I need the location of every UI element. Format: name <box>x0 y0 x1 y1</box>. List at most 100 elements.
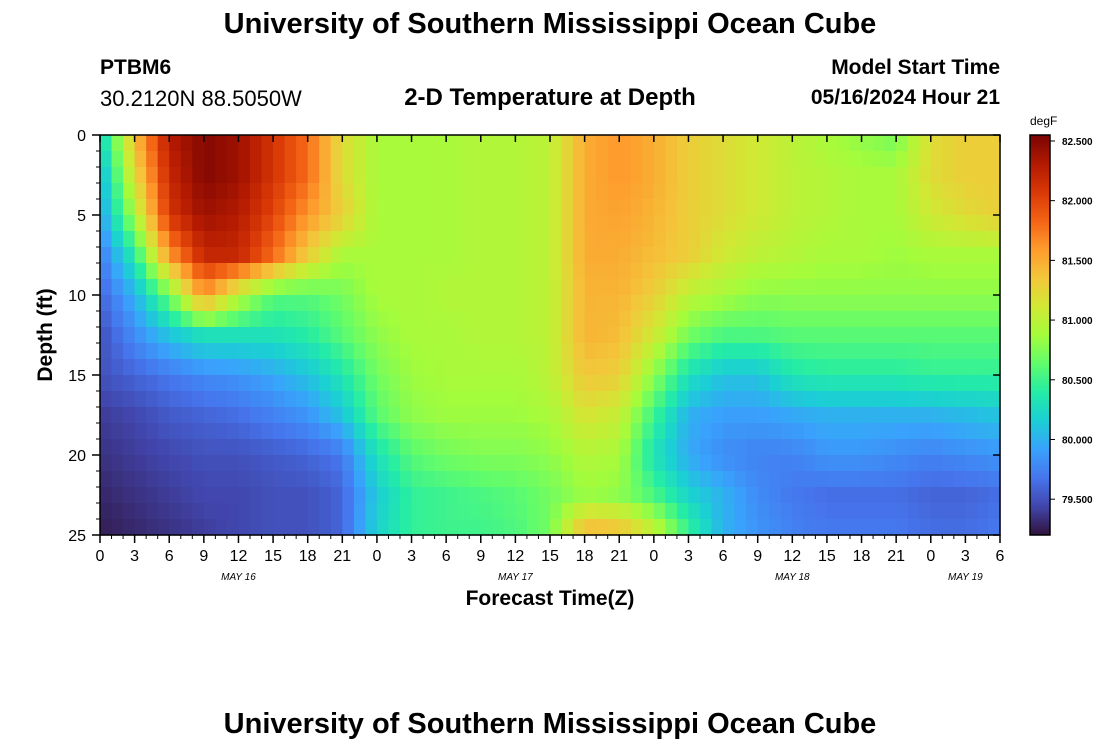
heatmap-cell <box>273 199 286 216</box>
heatmap-cell <box>988 167 1001 184</box>
date-label: MAY 17 <box>498 572 533 583</box>
heatmap-cell <box>607 327 620 344</box>
heatmap-cell <box>861 391 874 408</box>
heatmap-cell <box>584 199 597 216</box>
heatmap-cell <box>757 279 770 296</box>
heatmap-cell <box>838 167 851 184</box>
heatmap-cell <box>907 375 920 392</box>
heatmap-cell <box>630 279 643 296</box>
heatmap-cell <box>538 503 551 520</box>
heatmap-cell <box>596 343 609 360</box>
heatmap-cell <box>261 471 274 488</box>
heatmap-cell <box>907 359 920 376</box>
heatmap-cell <box>388 423 401 440</box>
heatmap-cell <box>803 487 816 504</box>
heatmap-cell <box>146 423 159 440</box>
heatmap-cell <box>319 199 332 216</box>
heatmap-cell <box>330 407 343 424</box>
y-tick-label: 10 <box>68 288 86 305</box>
heatmap-cell <box>146 407 159 424</box>
heatmap-cell <box>688 135 701 152</box>
heatmap-cell <box>596 391 609 408</box>
heatmap-cell <box>365 199 378 216</box>
heatmap-cell <box>838 375 851 392</box>
heatmap-cell <box>319 279 332 296</box>
heatmap-cell <box>180 151 193 168</box>
heatmap-cell <box>642 215 655 232</box>
heatmap-cell <box>607 519 620 536</box>
heatmap-cell <box>850 135 863 152</box>
heatmap-cell <box>503 343 516 360</box>
heatmap-cell <box>573 391 586 408</box>
heatmap-cell <box>838 199 851 216</box>
heatmap-cell <box>146 311 159 328</box>
heatmap-cell <box>688 503 701 520</box>
heatmap-cell <box>861 359 874 376</box>
heatmap-cell <box>457 167 470 184</box>
heatmap-cell <box>134 359 147 376</box>
heatmap-cell <box>180 135 193 152</box>
heatmap-cell <box>642 279 655 296</box>
heatmap-cell <box>273 167 286 184</box>
heatmap-cell <box>215 135 228 152</box>
heatmap-cell <box>711 471 724 488</box>
heatmap-cell <box>953 183 966 200</box>
heatmap-cell <box>838 231 851 248</box>
heatmap-cell <box>665 151 678 168</box>
heatmap-cell <box>769 167 782 184</box>
heatmap-cell <box>723 439 736 456</box>
heatmap-cell <box>492 231 505 248</box>
heatmap-cell <box>319 263 332 280</box>
heatmap-cell <box>215 199 228 216</box>
heatmap-cell <box>123 359 136 376</box>
heatmap-cell <box>988 247 1001 264</box>
heatmap-cell <box>700 151 713 168</box>
heatmap-cell <box>861 375 874 392</box>
heatmap-cell <box>353 231 366 248</box>
heatmap-cell <box>157 231 170 248</box>
heatmap-cell <box>157 503 170 520</box>
heatmap-cell <box>203 439 216 456</box>
heatmap-cell <box>307 215 320 232</box>
heatmap-cell <box>192 183 205 200</box>
heatmap-cell <box>180 215 193 232</box>
heatmap-cell <box>157 487 170 504</box>
heatmap-cell <box>734 423 747 440</box>
heatmap-cell <box>342 311 355 328</box>
heatmap-cell <box>342 231 355 248</box>
heatmap-cell <box>123 487 136 504</box>
heatmap-cell <box>296 503 309 520</box>
heatmap-cell <box>157 151 170 168</box>
heatmap-cell <box>215 183 228 200</box>
heatmap-cell <box>169 343 182 360</box>
heatmap-cell <box>607 359 620 376</box>
heatmap-cell <box>365 471 378 488</box>
heatmap-cell <box>907 279 920 296</box>
heatmap-cell <box>607 487 620 504</box>
heatmap-cell <box>111 263 124 280</box>
heatmap-cell <box>192 439 205 456</box>
heatmap-cell <box>469 423 482 440</box>
heatmap-cell <box>180 519 193 536</box>
heatmap-cell <box>976 439 990 456</box>
heatmap-cell <box>573 215 586 232</box>
heatmap-cell <box>411 439 424 456</box>
heatmap-cell <box>861 215 874 232</box>
heatmap-cell <box>711 151 724 168</box>
heatmap-cell <box>365 327 378 344</box>
heatmap-cell <box>388 359 401 376</box>
heatmap-cell <box>815 167 828 184</box>
heatmap-cell <box>134 151 147 168</box>
heatmap-cell <box>700 247 713 264</box>
heatmap-cell <box>538 247 551 264</box>
heatmap-cell <box>469 215 482 232</box>
heatmap-cell <box>480 247 493 264</box>
heatmap-cell <box>688 167 701 184</box>
heatmap-cell <box>734 519 747 536</box>
heatmap-cell <box>607 215 620 232</box>
heatmap-cell <box>803 439 816 456</box>
heatmap-cell <box>676 183 690 200</box>
heatmap-cell <box>596 263 609 280</box>
heatmap-cell <box>803 263 816 280</box>
heatmap-cell <box>411 183 424 200</box>
